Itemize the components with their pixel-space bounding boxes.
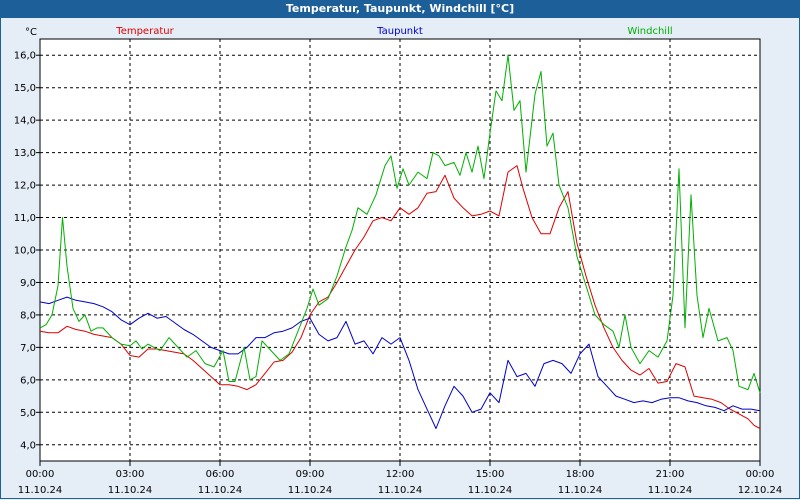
x-tick-date: 12.10.24	[738, 485, 783, 496]
y-tick-label: 9,0	[20, 278, 36, 289]
x-tick-time: 15:00	[476, 469, 505, 480]
series-windchill-line	[39, 54, 761, 393]
x-tick-date: 11.10.24	[198, 485, 243, 496]
x-tick-date: 11.10.24	[558, 485, 603, 496]
y-tick-label: 11,0	[14, 213, 36, 224]
y-tick-label: 14,0	[14, 116, 36, 127]
x-tick-date: 11.10.24	[108, 485, 153, 496]
y-tick-label: 13,0	[14, 148, 36, 159]
chart-title: Temperatur, Taupunkt, Windchill [°C]	[0, 0, 800, 18]
y-tick-label: 7,0	[20, 343, 36, 354]
x-tick-time: 00:00	[26, 469, 55, 480]
series-temperatur-line	[39, 165, 761, 429]
x-tick-date: 11.10.24	[288, 485, 333, 496]
labels-layer: 4,0 5,0 6,0 7,0 8,0 9,0 10,0 11,0 12,0 13,0 14,0 15…	[14, 26, 783, 496]
y-tick-label: 5,0	[20, 408, 36, 419]
x-tick-date: 11.10.24	[18, 485, 63, 496]
x-tick-date: 11.10.24	[468, 485, 513, 496]
x-tick-date: 11.10.24	[648, 485, 693, 496]
y-tick-label: 6,0	[20, 375, 36, 386]
x-tick-time: 18:00	[566, 469, 595, 480]
grid-layer	[36, 38, 761, 466]
y-tick-label: 15,0	[14, 83, 36, 94]
x-tick-time: 00:00	[746, 469, 775, 480]
series-taupunkt-line	[39, 296, 761, 429]
y-tick-label: 4,0	[20, 440, 36, 451]
x-tick-time: 21:00	[656, 469, 685, 480]
x-tick-time: 12:00	[386, 469, 415, 480]
series-layer	[39, 54, 761, 429]
x-tick-time: 03:00	[116, 469, 145, 480]
legend-windchill: Windchill	[627, 26, 672, 37]
y-tick-label: 10,0	[14, 246, 36, 257]
legend-temperatur: Temperatur	[115, 26, 174, 37]
y-axis-label: °C	[25, 27, 37, 38]
legend-taupunkt: Taupunkt	[376, 26, 423, 37]
y-tick-label: 8,0	[20, 310, 36, 321]
x-tick-date: 11.10.24	[378, 485, 423, 496]
y-tick-label: 16,0	[14, 51, 36, 62]
x-tick-time: 06:00	[206, 469, 235, 480]
y-tick-label: 12,0	[14, 181, 36, 192]
x-tick-time: 09:00	[296, 469, 325, 480]
